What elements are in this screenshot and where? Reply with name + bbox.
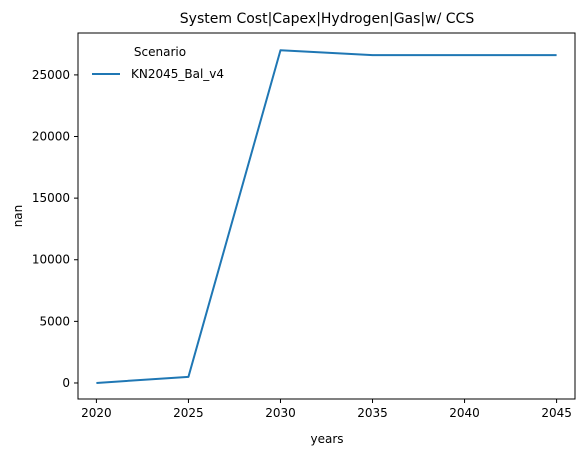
y-axis-label: nan [11,205,25,228]
x-tick-label: 2020 [81,406,112,420]
y-tick-label: 20000 [32,130,70,144]
series-layer [96,49,557,384]
y-tick-label: 5000 [39,314,70,328]
x-tick-label: 2045 [541,406,572,420]
plot-area: 2020 2025 2030 2035 2040 2045 0 5000 10000 15000… [32,32,576,420]
chart-title: System Cost|Capex|Hydrogen|Gas|w/ CCS [180,11,475,27]
y-tick-label: 15000 [32,191,70,205]
legend-title: Scenario [134,45,186,59]
plot-frame [77,32,576,400]
x-tick-label: 2030 [265,406,296,420]
x-tick-label: 2040 [449,406,480,420]
x-axis: 2020 2025 2030 2035 2040 2045 [81,399,572,420]
series-line [96,49,557,384]
x-tick-label: 2035 [357,406,388,420]
x-tick-label: 2025 [173,406,204,420]
y-axis: 0 5000 10000 15000 20000 25000 [32,68,78,390]
legend-entry-label: KN2045_Bal_v4 [131,67,224,81]
x-axis-label: years [310,432,343,446]
y-tick-label: 0 [62,376,70,390]
y-tick-label: 25000 [32,68,70,82]
legend: Scenario KN2045_Bal_v4 [92,45,224,81]
y-tick-label: 10000 [32,253,70,267]
